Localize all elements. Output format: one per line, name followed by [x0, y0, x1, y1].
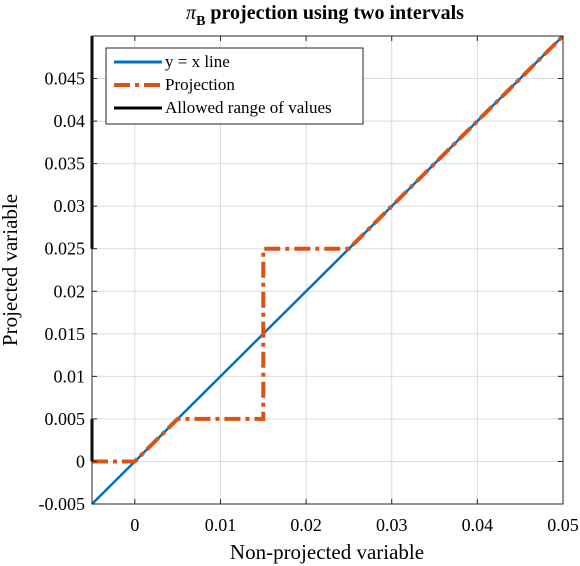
x-tick-label: 0.03	[376, 515, 408, 535]
y-tick-label: 0	[76, 451, 85, 471]
x-tick-label: 0.05	[547, 515, 579, 535]
x-tick-label: 0	[130, 515, 139, 535]
x-tick-label: 0.04	[462, 515, 494, 535]
legend-label: Allowed range of values	[165, 98, 332, 117]
chart-title: πB projection using two intervals	[186, 2, 464, 29]
y-tick-label: -0.005	[39, 494, 86, 514]
y-tick-label: 0.015	[45, 324, 86, 344]
y-tick-label: 0.025	[45, 239, 86, 259]
y-tick-label: 0.005	[45, 409, 86, 429]
plot-frame	[91, 35, 564, 505]
y-axis-title: Projected variable	[0, 194, 22, 346]
y-tick-label: 0.02	[54, 281, 86, 301]
title-text: projection using two intervals	[205, 2, 464, 24]
legend-label: Projection	[165, 75, 235, 94]
projection-line	[92, 34, 565, 464]
ticks	[92, 36, 564, 505]
x-axis-title: Non-projected variable	[230, 540, 424, 564]
y-tick-label: 0.035	[45, 154, 86, 174]
y-tick-label: 0.03	[54, 196, 86, 216]
legend-label: y = x line	[165, 52, 230, 71]
x-tick-label: 0.02	[290, 515, 322, 535]
x-tick-label: 0.01	[205, 515, 237, 535]
legend: y = x line Projection Allowed range of val…	[105, 47, 364, 125]
title-subscript: B	[196, 14, 205, 29]
tick-labels: 0 0.01 0.02 0.03 0.04 0.05 -0.005 0 0.005 0.01 0.0…	[39, 69, 579, 535]
y-tick-label: 0.01	[54, 366, 86, 386]
y-tick-label: 0.045	[45, 69, 86, 89]
title-symbol: π	[186, 2, 197, 24]
y-tick-label: 0.04	[54, 111, 86, 131]
